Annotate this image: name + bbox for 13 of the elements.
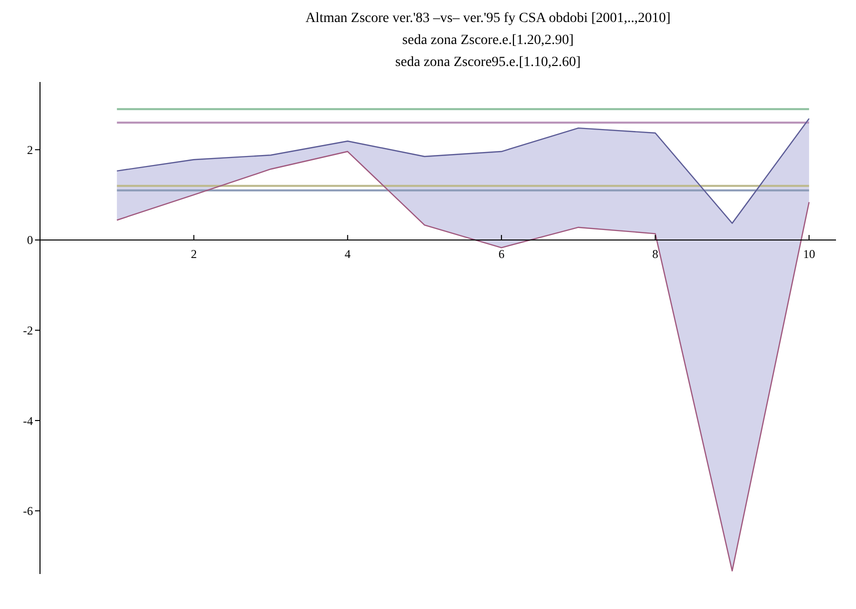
x-tick-label: 2 — [190, 246, 197, 261]
x-tick-label: 6 — [498, 246, 504, 261]
x-tick-label: 4 — [344, 246, 351, 261]
x-tick-label: 8 — [652, 246, 658, 261]
x-tick-label: 10 — [803, 246, 816, 261]
chart-title: Altman Zscore ver.'83 –vs– ver.'95 fy CSA obdobi [2001,..,2010] — [304, 10, 672, 28]
y-tick-label: 0 — [27, 233, 33, 248]
y-tick-label: 2 — [27, 142, 33, 157]
y-tick-label: -6 — [23, 504, 33, 518]
y-tick-label: -4 — [23, 414, 33, 428]
line-series — [116, 118, 810, 224]
chart-subtitle: seda zona Zscore.e.[1.20,2.90] seda zona Zscore95.e.[1.10,2.60] — [394, 32, 582, 72]
y-tick-label: -2 — [23, 324, 33, 338]
